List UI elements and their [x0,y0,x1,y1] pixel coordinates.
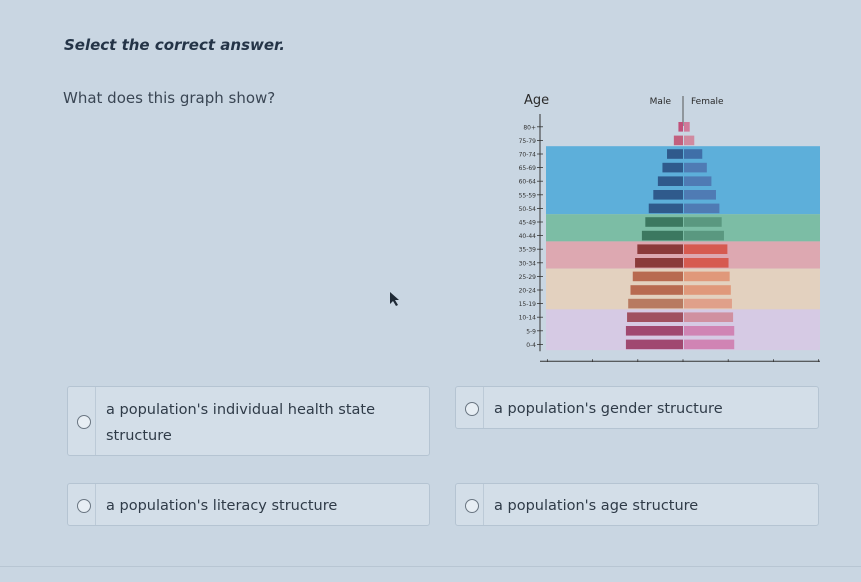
male-bar [673,135,683,146]
y-tick-label: 15-19 [519,301,537,308]
y-tick-label: 45-49 [519,220,537,227]
female-bar [684,122,690,132]
female-bar [684,285,731,295]
male-bar [630,285,683,295]
male-bar [627,312,683,322]
option-divider [95,387,96,455]
y-tick-label: 50-54 [519,206,537,213]
radio-icon[interactable] [465,402,479,416]
male-bar [628,298,683,309]
footer-divider [0,566,861,567]
female-bar [684,135,695,146]
y-tick-label: 75-79 [519,138,537,145]
male-bar [678,122,683,132]
y-tick-label: 65-69 [519,165,537,172]
y-tick-label: 60-64 [519,179,537,186]
male-bar [632,271,683,282]
y-tick-label: 70-74 [519,152,537,159]
option-label: a population's individual health state s… [106,402,376,444]
option-label: a population's age structure [494,498,699,514]
female-bar [684,190,716,200]
option-health-structure[interactable]: a population's individual health state s… [67,386,430,456]
female-bar [684,217,722,227]
female-bar [684,203,720,214]
legend-male: Male [650,97,672,107]
y-tick-label: 80+ [523,124,536,131]
option-gender-structure[interactable]: a population's gender structure [455,386,819,429]
male-bar [641,230,683,241]
y-tick-label: 20-24 [519,288,537,295]
legend-female: Female [691,97,724,107]
mouse-cursor-icon [390,292,399,306]
male-bar [625,326,683,336]
female-bar [684,271,730,282]
male-bar [653,190,683,200]
radio-icon[interactable] [77,499,91,513]
option-divider [483,387,484,428]
y-tick-label: 25-29 [519,274,537,281]
radio-icon[interactable] [77,415,91,429]
y-tick-label: 30-34 [519,260,537,267]
male-bar [645,217,683,227]
option-label: a population's gender structure [494,401,723,417]
female-bar [684,258,729,268]
female-bar [684,162,707,173]
female-bar [684,176,712,186]
option-divider [483,484,484,525]
instruction-text: Select the correct answer. [64,36,285,54]
y-axis-title: Age [524,93,549,108]
option-divider [95,484,96,525]
female-bar [684,244,728,254]
male-bar [635,258,683,268]
y-tick-label: 35-39 [519,247,537,254]
male-bar [662,162,683,173]
female-bar [684,326,735,336]
y-tick-label: 10-14 [519,315,537,322]
radio-icon[interactable] [465,499,479,513]
y-tick-label: 55-59 [519,192,537,199]
y-tick-label: 5-9 [526,328,536,335]
female-bar [684,339,735,350]
y-tick-label: 0-4 [526,342,536,349]
female-bar [684,312,734,322]
question-text: What does this graph show? [63,89,276,107]
male-bar [648,203,683,214]
male-bar [637,244,683,254]
population-pyramid-chart: Age Male Female 80+ 75-79 70-74 65-69 60-64 55-5… [478,82,828,362]
female-bar [684,298,732,309]
option-age-structure[interactable]: a population's age structure [455,483,819,526]
y-tick-label: 40-44 [519,233,537,240]
male-bar [667,149,683,159]
female-bar [684,149,703,159]
male-bar [657,176,683,186]
option-literacy-structure[interactable]: a population's literacy structure [67,483,430,526]
female-bar [684,230,724,241]
population-pyramid-svg: Age Male Female 80+ 75-79 70-74 65-69 60-64 55-5… [519,93,820,362]
option-label: a population's literacy structure [106,498,338,514]
male-bar [625,339,683,350]
